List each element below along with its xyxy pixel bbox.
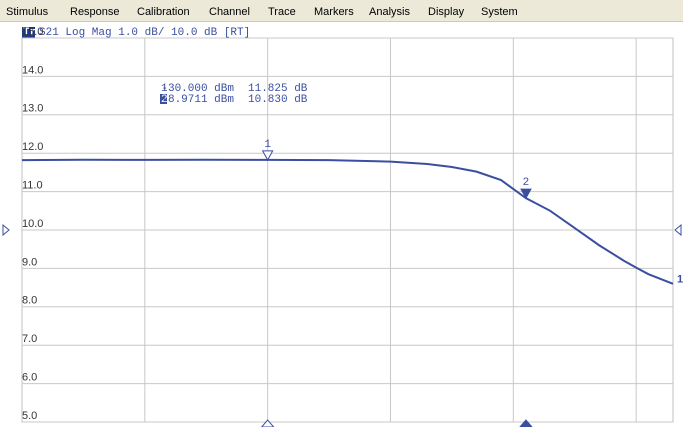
- trace-header: S21 Log Mag 1.0 dB/ 10.0 dB [RT]: [39, 27, 250, 39]
- ref-marker-left: [2, 223, 10, 237]
- marker-label: 2: [523, 177, 530, 189]
- y-tick-label: 6.0: [22, 372, 37, 384]
- menu-item[interactable]: Trace: [268, 6, 296, 18]
- y-tick-label: 5.0: [22, 410, 37, 422]
- y-tick-label: 12.0: [22, 141, 43, 153]
- y-tick-label: 11.0: [22, 180, 43, 192]
- marker-table-value: 10.830 dB: [248, 94, 308, 106]
- menu-item[interactable]: Analysis: [369, 6, 410, 18]
- menu-item[interactable]: Markers: [314, 6, 354, 18]
- plot-panel: [0, 22, 683, 427]
- ref-marker-right: [674, 223, 682, 237]
- menu-item[interactable]: Channel: [209, 6, 250, 18]
- marker-active-box: [160, 94, 167, 104]
- trace-line: [21, 158, 674, 285]
- y-tick-label: 8.0: [22, 295, 37, 307]
- marker-position: [261, 419, 275, 427]
- menu-item[interactable]: Stimulus: [6, 6, 49, 18]
- x-tick-label: -40: [137, 426, 153, 427]
- marker-table-x: -30.000 dBm: [161, 83, 234, 95]
- menu-bar: [0, 0, 683, 22]
- marker-position: [519, 419, 533, 427]
- y-tick-label: 14.0: [22, 64, 43, 76]
- trace-tag[interactable]: Tr1: [23, 27, 43, 39]
- marker-table-x: -8.9711 dBm: [161, 94, 234, 106]
- menu-item[interactable]: Calibration: [137, 6, 190, 18]
- y-tick-label: 7.0: [22, 333, 37, 345]
- trace-tag-box: [22, 27, 35, 38]
- x-tick-label: -20: [383, 426, 399, 427]
- y-tick-label: 15.0: [22, 26, 43, 38]
- trace-end-label: 1: [677, 274, 683, 286]
- y-tick-label: 13.0: [22, 103, 43, 115]
- menu-item[interactable]: Display: [428, 6, 465, 18]
- marker-table-value: 11.825 dB: [248, 83, 308, 95]
- marker-triangle: [261, 150, 274, 161]
- marker-table-label: 1: [161, 83, 168, 95]
- menu-item[interactable]: Response: [70, 6, 120, 18]
- y-tick-label: 10.0: [22, 218, 43, 230]
- marker-table-label: 2: [161, 94, 168, 106]
- menu-item[interactable]: System: [481, 6, 518, 18]
- x-tick-label: 0: [633, 426, 639, 427]
- y-tick-label: 9.0: [22, 256, 37, 268]
- marker-triangle: [520, 188, 532, 200]
- marker-label: 1: [264, 139, 271, 151]
- x-tick-label: -10: [505, 426, 521, 427]
